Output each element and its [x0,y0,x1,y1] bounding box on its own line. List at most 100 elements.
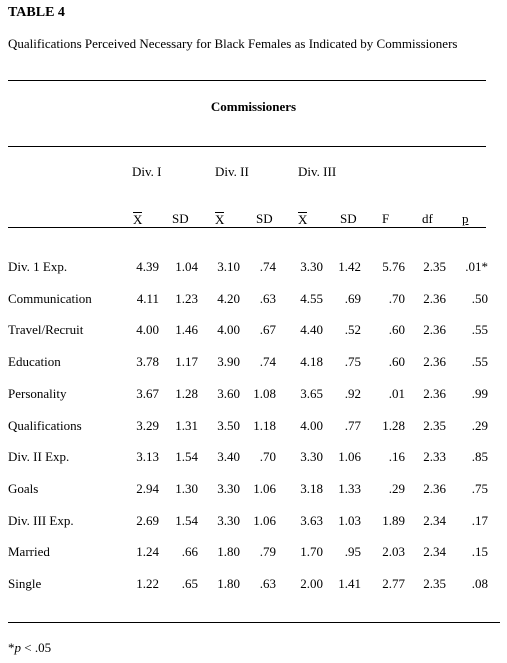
table-cell: 2.35 [423,418,446,433]
table-cell: .29 [471,418,488,433]
table-cell: 1.23 [175,291,198,306]
table-cell: 4.39 [136,259,159,274]
table-cell: 1.54 [175,513,198,528]
table-cell: .67 [259,322,276,337]
row-label: Div. II Exp. [8,449,70,464]
footnote: *p < .05 [8,640,52,655]
table-cell: 2.36 [423,291,446,306]
table-cell: .66 [181,544,198,559]
row-label: Div. III Exp. [8,513,74,528]
table-cell: 2.33 [423,449,446,464]
table-cell: 1.24 [136,544,159,559]
row-label: Div. 1 Exp. [8,259,68,274]
table-cell: .74 [259,259,276,274]
table-cell: .17 [471,513,488,528]
table-cell: 3.40 [217,449,240,464]
table-cell: 1.30 [175,481,198,496]
table-cell: 2.03 [382,544,405,559]
table-cell: 1.28 [175,386,198,401]
table-cell: .79 [259,544,276,559]
column-header-mean: X [298,212,308,227]
table-cell: 4.00 [136,322,159,337]
column-header-f: F [382,211,390,226]
table-cell: 4.00 [300,418,323,433]
header-rule [8,227,486,228]
column-header-mean: X [215,212,225,227]
table-cell: 1.03 [338,513,361,528]
table-cell: 1.22 [136,576,159,591]
column-header-sd: SD [256,211,273,226]
table-cell: 4.00 [217,322,240,337]
table-cell: 1.42 [338,259,361,274]
top-rule [8,80,486,81]
table-cell: 1.41 [338,576,361,591]
row-label: Personality [8,386,67,401]
table-cell: 1.89 [382,513,405,528]
table-cell: 2.00 [300,576,323,591]
table-cell: 2.34 [423,513,446,528]
table-cell: 2.36 [423,386,446,401]
row-label: Travel/Recruit [8,322,84,337]
table-cell: 3.78 [136,354,159,369]
table-cell: .15 [471,544,488,559]
table-cell: 3.30 [217,481,240,496]
column-header-sd: SD [172,211,189,226]
table-cell: .75 [344,354,361,369]
column-header-df: df [422,211,433,226]
table-cell: 4.11 [136,291,159,306]
table-cell: 1.17 [175,354,198,369]
table-cell: 1.04 [175,259,198,274]
group-rule [8,146,486,147]
table-cell: 3.30 [300,449,323,464]
table-cell: 2.35 [423,576,446,591]
table-cell: 3.60 [217,386,240,401]
table-cell: 3.67 [136,386,159,401]
table-cell: .77 [344,418,361,433]
table-cell: .74 [259,354,276,369]
table-cell: 3.30 [300,259,323,274]
table-cell: .60 [388,322,405,337]
table-cell: 2.36 [423,481,446,496]
table-cell: .63 [259,576,276,591]
table-cell: 1.54 [175,449,198,464]
table-cell: 1.06 [253,513,276,528]
table-cell: .65 [181,576,198,591]
table-cell: 5.76 [382,259,405,274]
table-cell: 3.29 [136,418,159,433]
table-cell: .70 [259,449,276,464]
division-header-1: Div. I [132,164,162,179]
table-cell: 1.18 [253,418,276,433]
table-cell: 3.50 [217,418,240,433]
table-cell: 3.13 [136,449,159,464]
row-label: Education [8,354,61,369]
table-cell: 3.90 [217,354,240,369]
table-cell: .55 [471,322,488,337]
column-header-mean: X [133,212,143,227]
group-heading: Commissioners [210,99,297,114]
table-cell: .55 [471,354,488,369]
table-cell: .01 [388,386,405,401]
table-cell: 1.80 [217,544,240,559]
table-cell: 3.65 [300,386,323,401]
table-cell: 4.40 [300,322,323,337]
table-cell: 1.31 [175,418,198,433]
row-label: Qualifications [8,418,82,433]
table-cell: .92 [344,386,361,401]
table-cell: 4.18 [300,354,323,369]
table-cell: 1.08 [253,386,276,401]
table-cell: 3.10 [217,259,240,274]
table-cell: 1.28 [382,418,405,433]
table-cell: .75 [471,481,488,496]
table-cell: 3.30 [217,513,240,528]
table-cell: .16 [388,449,405,464]
table-cell: 2.34 [423,544,446,559]
table-cell: .85 [471,449,488,464]
table-cell: .52 [344,322,361,337]
table-cell: .95 [344,544,361,559]
table-cell: 1.33 [338,481,361,496]
table-cell: 2.77 [382,576,405,591]
table-cell: .99 [471,386,488,401]
division-header-3: Div. III [298,164,337,179]
table-title: TABLE 4 [8,5,65,20]
row-label: Goals [8,481,39,496]
